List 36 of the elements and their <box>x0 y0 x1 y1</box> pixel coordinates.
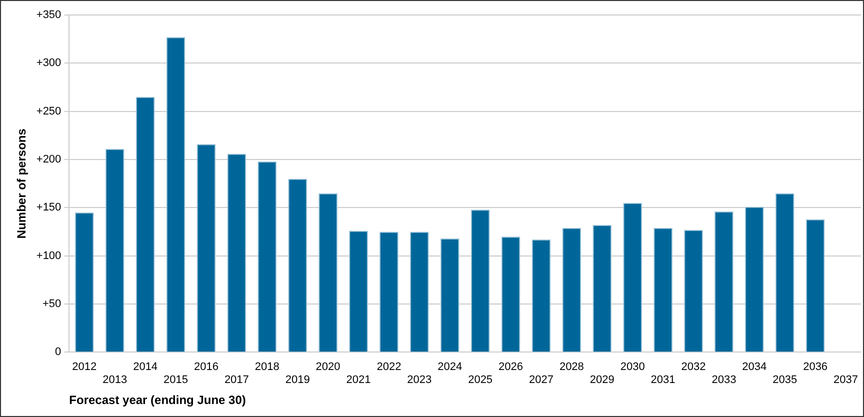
x-tick-label: 2030 <box>620 360 645 373</box>
x-tick-label: 2015 <box>164 374 188 386</box>
x-tick-label: 2033 <box>712 374 736 386</box>
x-tick-label: 2019 <box>285 374 310 386</box>
y-tick-label: +100 <box>36 250 62 262</box>
x-tick-label: 2037 <box>834 374 858 386</box>
x-tick-label: 2026 <box>498 360 524 373</box>
x-tick-label: 2028 <box>559 360 584 373</box>
x-tick-label: 2034 <box>742 360 767 373</box>
y-tick-label: +50 <box>42 298 62 310</box>
x-tick-label: 2014 <box>133 360 158 373</box>
x-tick-label: 2013 <box>102 374 128 386</box>
x-tick-label: 2016 <box>194 360 218 373</box>
y-tick-label: +200 <box>36 154 62 166</box>
x-tick-label: 2023 <box>407 374 432 386</box>
y-tick-label: +250 <box>36 105 62 118</box>
x-tick-label: 2036 <box>803 360 828 373</box>
y-tick-label: +350 <box>36 9 62 22</box>
y-tick-label: 0 <box>55 346 62 358</box>
y-tick-label: +300 <box>36 57 62 70</box>
x-tick-label: 2032 <box>681 360 706 373</box>
x-tick-label: 2012 <box>72 360 97 373</box>
x-tick-label: 2017 <box>224 374 249 386</box>
x-tick-label: 2022 <box>376 360 402 373</box>
x-tick-label: 2018 <box>254 360 280 373</box>
y-tick-label: +150 <box>36 202 62 214</box>
x-tick-label: 2020 <box>316 360 340 373</box>
x-tick-label: 2027 <box>528 374 554 386</box>
x-axis-title: Forecast year (ending June 30) <box>69 393 246 408</box>
x-tick-label: 2029 <box>590 374 614 386</box>
y-axis-title: Number of persons <box>14 128 29 239</box>
x-tick-label: 2021 <box>346 374 371 386</box>
x-tick-label: 2025 <box>468 374 493 386</box>
x-tick-label: 2035 <box>772 374 798 386</box>
x-tick-label: 2024 <box>438 360 462 373</box>
x-tick-label: 2031 <box>650 374 676 386</box>
